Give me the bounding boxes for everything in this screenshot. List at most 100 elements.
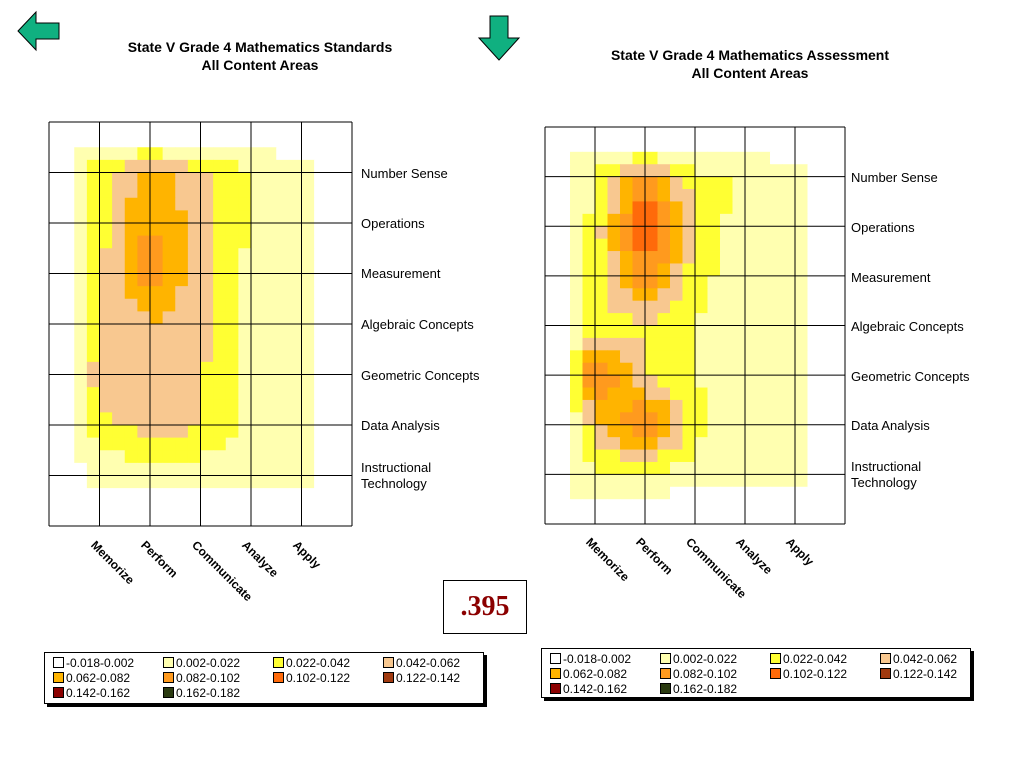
left-arrow-icon[interactable]	[16, 8, 62, 54]
contour-cell	[124, 172, 138, 186]
contour-cell	[187, 324, 201, 338]
legend-swatch	[163, 657, 174, 668]
contour-cell	[645, 375, 658, 388]
contour-cell	[200, 260, 214, 274]
contour-cell	[620, 412, 633, 426]
contour-cell	[820, 288, 833, 302]
contour-cell	[807, 461, 821, 475]
contour-cell	[200, 462, 214, 476]
contour-cell	[682, 127, 696, 140]
contour-cell	[807, 387, 821, 401]
contour-cell	[795, 424, 808, 438]
contour-cell	[74, 273, 88, 287]
contour-cell	[112, 387, 126, 401]
contour-cell	[86, 311, 100, 325]
contour-cell	[61, 311, 75, 325]
contour-cell	[314, 260, 328, 274]
contour-cell	[745, 387, 758, 401]
contour-cell	[175, 260, 189, 274]
contour-cell	[795, 176, 808, 190]
contour-cell	[657, 362, 671, 376]
contour-cell	[175, 273, 189, 287]
contour-cell	[832, 164, 846, 178]
legend-item: 0.102-0.122	[770, 667, 847, 681]
contour-cell	[707, 139, 721, 153]
contour-cell	[225, 488, 239, 502]
contour-cell	[545, 263, 558, 277]
contour-cell	[150, 387, 164, 401]
contour-cell	[820, 238, 833, 252]
contour-cell	[570, 226, 583, 240]
contour-cell	[745, 449, 758, 463]
contour-cell	[657, 275, 671, 289]
contour-cell	[607, 213, 621, 227]
contour-cell	[124, 223, 138, 237]
contour-cell	[620, 350, 633, 364]
contour-cell	[288, 374, 302, 388]
contour-cell	[607, 325, 621, 339]
contour-cell	[732, 189, 746, 202]
contour-cell	[745, 201, 758, 215]
contour-cell	[695, 399, 708, 413]
contour-cell	[213, 513, 227, 527]
contour-cell	[99, 311, 113, 325]
contour-cell	[225, 210, 239, 224]
contour-cell	[545, 325, 558, 339]
contour-cell	[276, 361, 290, 375]
contour-cell	[200, 122, 214, 136]
contour-cell	[695, 325, 708, 339]
contour-cell	[251, 147, 265, 161]
contour-cell	[74, 425, 88, 439]
contour-cell	[99, 361, 113, 375]
contour-cell	[632, 176, 646, 190]
contour-cell	[326, 450, 340, 464]
contour-cell	[124, 134, 138, 148]
contour-cell	[137, 197, 151, 211]
contour-cell	[326, 172, 340, 186]
legend-swatch	[660, 668, 671, 679]
contour-cell	[99, 286, 113, 300]
contour-cell	[238, 513, 252, 527]
contour-cell	[276, 298, 290, 312]
contour-cell	[162, 172, 176, 186]
contour-cell	[732, 375, 746, 388]
contour-cell	[557, 189, 571, 202]
down-arrow-icon[interactable]	[476, 14, 522, 62]
contour-cell	[707, 201, 721, 215]
contour-cell	[695, 275, 708, 289]
contour-cell	[620, 213, 633, 227]
contour-cell	[657, 189, 671, 202]
contour-cell	[607, 263, 621, 277]
contour-cell	[74, 500, 88, 514]
contour-cell	[607, 288, 621, 302]
legend-label: 0.062-0.082	[66, 671, 131, 685]
contour-cell	[670, 189, 683, 202]
contour-cell	[251, 450, 265, 464]
contour-cell	[137, 286, 151, 300]
contour-cell	[745, 337, 758, 351]
contour-cell	[595, 437, 608, 450]
legend-swatch	[53, 687, 64, 698]
contour-cell	[757, 412, 771, 426]
contour-cell	[162, 311, 176, 325]
contour-cell	[314, 399, 328, 413]
contour-cell	[238, 172, 252, 186]
contour-cell	[86, 260, 100, 274]
legend-item: 0.042-0.062	[383, 656, 460, 670]
contour-cell	[326, 298, 340, 312]
contour-cell	[695, 189, 708, 202]
contour-cell	[213, 185, 227, 199]
contour-cell	[657, 238, 671, 252]
contour-cell	[632, 238, 646, 252]
contour-cell	[137, 412, 151, 426]
contour-cell	[339, 425, 353, 439]
contour-cell	[314, 172, 328, 186]
contour-cell	[807, 449, 821, 463]
contour-cell	[582, 399, 596, 413]
contour-cell	[782, 275, 796, 289]
contour-cell	[782, 474, 796, 488]
contour-cell	[657, 127, 671, 140]
contour-cell	[832, 151, 846, 165]
contour-cell	[112, 159, 126, 173]
legend-item: 0.082-0.102	[660, 667, 737, 681]
